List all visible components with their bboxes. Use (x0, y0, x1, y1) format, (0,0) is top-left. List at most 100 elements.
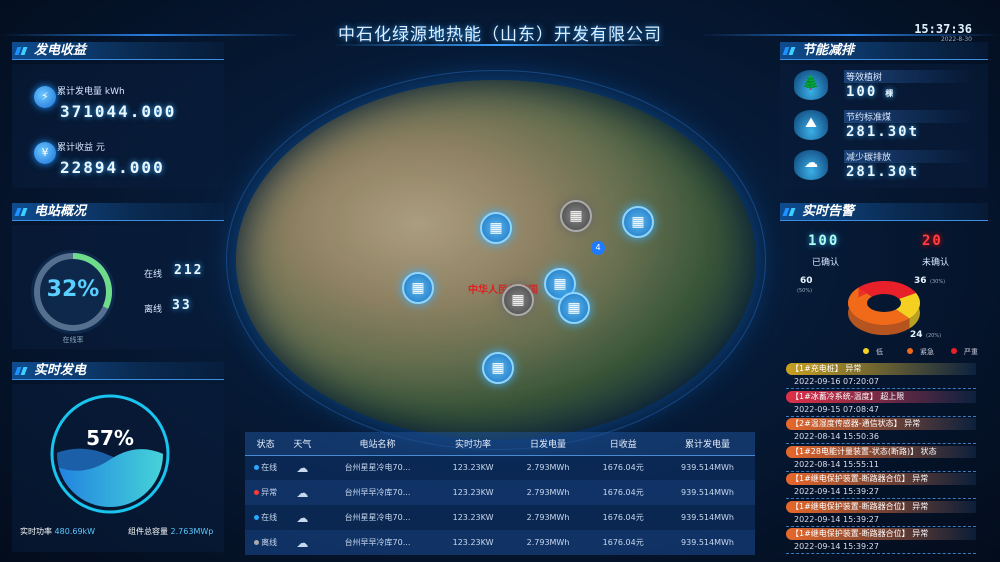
station-marker[interactable]: ▦ (402, 272, 434, 304)
alert-text: 【1#继电保护装置-断路器合位】 异常 (786, 500, 976, 513)
alert-time: 2022-09-14 15:39:27 (786, 542, 976, 554)
table-row[interactable]: 在线 ☁ 台州星星冷电70... 123.23KW 2.793MWh 1676.… (245, 455, 755, 480)
station-name[interactable]: 台州星星冷电70... (318, 455, 437, 480)
cluster-count[interactable]: 4 (591, 241, 605, 255)
saving-panel: 节能减排 🌲 等效植树 100 棵 ⛰ 节约标准煤 281.30t ☁ 减少碳排放 2… (780, 42, 988, 190)
status-dot (254, 515, 260, 520)
table-row[interactable]: 离线 ☁ 台州早早冷库70... 123.23KW 2.793MWh 1676.… (245, 530, 755, 555)
total-cell: 939.514MWh (660, 505, 755, 530)
liquid-gauge (50, 394, 170, 514)
total-cell: 939.514MWh (660, 455, 755, 480)
alert-item[interactable]: 【1#28电能计量装置-状态(断路)】 状态 2022-08-14 15:55:… (786, 445, 976, 473)
station-name[interactable]: 台州早早冷库70... (318, 530, 437, 555)
power-label: 实时功率 (20, 527, 52, 536)
col-total: 累计发电量 (660, 432, 755, 456)
saving-label: 等效植树 (844, 70, 974, 83)
power-cell: 123.23KW (436, 505, 510, 530)
table-row[interactable]: 在线 ☁ 台州星星冷电70... 123.23KW 2.793MWh 1676.… (245, 505, 755, 530)
capacity: 组件总容量 2.763MWp (128, 526, 213, 537)
alert-time: 2022-08-14 15:55:11 (786, 460, 976, 472)
saving-number: 281.30 (846, 124, 909, 140)
power-cell: 123.23KW (436, 530, 510, 555)
online-rate-label: 在线率 (62, 336, 84, 344)
slice-value-label: 24 (910, 330, 923, 340)
total-cell: 939.514MWh (660, 480, 755, 505)
energy-label: 累计发电量 kWh (57, 87, 125, 97)
saving-number: 281.30 (846, 164, 909, 180)
alert-item[interactable]: 【1#继电保护装置-断路器合位】 异常 2022-09-14 15:39:27 (786, 500, 976, 528)
status-dot (254, 465, 260, 471)
power-value: 480.69kW (54, 527, 96, 536)
realtime-percent: 57% (86, 426, 134, 450)
alert-text: 【1#充电桩】 异常 (786, 363, 976, 375)
alert-time: 2022-09-16 07:20:07 (786, 377, 976, 389)
status-cell: 离线 (245, 530, 287, 555)
status-cell: 在线 (245, 505, 287, 530)
station-table: 状态 天气 电站名称 实时功率 日发电量 日收益 累计发电量 在线 ☁ 台州星星… (245, 432, 755, 555)
col-weather: 天气 (286, 432, 319, 456)
legend-label: 紧急 (920, 347, 934, 355)
saving-value: 100 棵 (846, 84, 895, 100)
alarm-donut-chart: 60 (50%) 36 (30%) 24 (20%) 低 紧急 严重 (797, 276, 978, 355)
donut-slice[interactable] (858, 281, 917, 299)
online-rate-gauge (31, 250, 115, 334)
legend-swatch (907, 348, 913, 354)
alert-item[interactable]: 【1#冰蓄冷系统-温度】 超上限 2022-09-15 07:08:47 (786, 390, 976, 418)
alert-time: 2022-09-14 15:39:27 (786, 515, 976, 527)
alert-text: 【1#继电保护装置-断路器合位】 异常 (786, 473, 976, 485)
status-text: 离线 (261, 538, 278, 547)
alert-item[interactable]: 【1#继电保护装置-断路器合位】 异常 2022-09-14 15:39:27 (786, 528, 976, 555)
power-cell: 123.23KW (436, 480, 510, 505)
status-dot (254, 540, 260, 545)
station-panel: 电站概况 32% 在线率 在线 212 离线 33 (12, 203, 224, 351)
alert-item[interactable]: 【2#温湿度传感器-通信状态】 异常 2022-08-14 15:50:36 (786, 418, 976, 445)
station-marker[interactable]: ▦ (622, 206, 654, 238)
saving-unit: 棵 (885, 89, 896, 98)
offline-value: 33 (172, 298, 192, 313)
station-marker[interactable]: ▦ (558, 292, 590, 324)
station-marker[interactable]: ▦ (502, 284, 534, 316)
slice-percent-label: (50%) (797, 288, 812, 294)
station-name[interactable]: 台州早早冷库70... (318, 480, 437, 505)
status-text: 异常 (261, 488, 278, 497)
alert-text: 【1#28电能计量装置-状态(断路)】 状态 (786, 445, 976, 458)
co2-cloud-icon: ☁ (794, 150, 828, 180)
alert-item[interactable]: 【1#继电保护装置-断路器合位】 异常 2022-09-14 15:39:27 (786, 473, 976, 500)
status-cell: 在线 (245, 455, 287, 480)
daily-cell: 2.793MWh (509, 505, 587, 530)
energy-value: 371044.000 (60, 102, 177, 121)
station-marker[interactable]: ▦ (480, 212, 512, 244)
alert-time: 2022-09-15 07:08:47 (786, 405, 976, 417)
header-line-left (0, 34, 300, 36)
saving-value: 281.30t (846, 164, 919, 180)
donut-slice[interactable] (896, 293, 920, 319)
income-cell: 1676.04元 (586, 530, 661, 555)
income-value: 22894.000 (60, 158, 165, 177)
donut-slice[interactable] (848, 287, 910, 325)
map-country-label: 中华人民共和国 (468, 285, 538, 296)
col-daily: 日发电量 (509, 432, 587, 456)
alert-item[interactable]: 【1#充电桩】 异常 2022-09-16 07:20:07 (786, 363, 976, 390)
station-marker[interactable]: ▦ (482, 352, 514, 384)
slice-percent-label: (20%) (926, 333, 941, 339)
station-name[interactable]: 台州星星冷电70... (318, 505, 437, 530)
cloud-icon: ☁ (286, 455, 319, 480)
clock-time: 15:37:36 (914, 22, 972, 36)
alert-text: 【1#冰蓄冷系统-温度】 超上限 (786, 390, 976, 403)
daily-cell: 2.793MWh (509, 480, 587, 505)
table-row[interactable]: 异常 ☁ 台州早早冷库70... 123.23KW 2.793MWh 1676.… (245, 480, 755, 505)
total-cell: 939.514MWh (660, 530, 755, 555)
realtime-power: 实时功率 480.69kW (20, 526, 95, 537)
col-status: 状态 (245, 432, 287, 456)
unconfirmed-label: 未确认 (922, 258, 950, 268)
station-marker[interactable]: ▦ (560, 200, 592, 232)
saving-unit: t (908, 164, 920, 180)
china-map[interactable] (236, 80, 756, 440)
lightning-icon: ⚡ (34, 86, 56, 108)
realtime-panel: 实时发电 57% 实时功率 480.69kW 组件总容量 2.763MWp (12, 362, 224, 555)
cloud-icon: ☁ (286, 505, 319, 530)
panel-title: 发电收益 (12, 42, 224, 60)
daily-cell: 2.793MWh (509, 530, 587, 555)
status-dot (254, 490, 260, 495)
capacity-label: 组件总容量 (128, 527, 168, 536)
